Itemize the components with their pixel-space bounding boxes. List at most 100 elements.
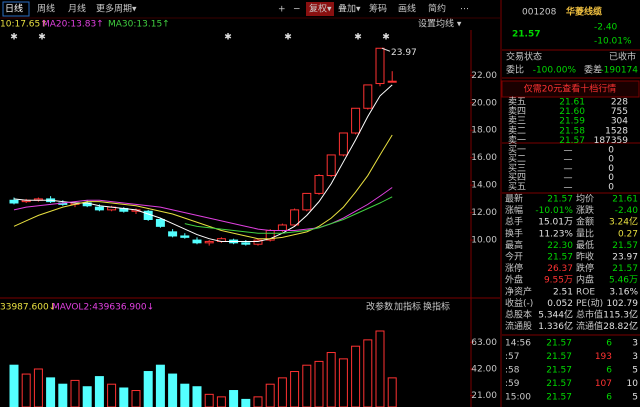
candle-body — [180, 235, 190, 238]
active-tab[interactable] — [2, 1, 30, 17]
tool-button[interactable]: 筹码 — [369, 3, 387, 15]
label: 6 — [606, 393, 612, 403]
candle-body — [314, 175, 324, 194]
label: 金额 — [576, 216, 594, 228]
active-tool[interactable] — [306, 2, 334, 16]
label: 21.57 — [546, 352, 572, 362]
y-tick-label: 18.00 — [471, 126, 497, 136]
period-tab[interactable]: 周线 — [37, 3, 55, 15]
period-tab[interactable]: 更多周期▾ — [96, 3, 137, 15]
label: 均价 — [576, 193, 594, 205]
volume-bar — [314, 360, 324, 407]
label: 755 — [611, 107, 628, 117]
change-pct: -10.01% — [594, 37, 632, 47]
label: 5.46万 — [609, 276, 638, 286]
volume-bar — [119, 387, 129, 407]
indicator-button[interactable]: 改参数 — [366, 301, 393, 313]
volume-bar — [168, 373, 178, 407]
ma-line — [184, 196, 393, 234]
volume-bar — [241, 398, 251, 407]
label: 5.344亿 — [538, 309, 573, 321]
label: 涨跌 — [576, 205, 594, 216]
label: 买四 — [508, 172, 526, 183]
volume-bar — [107, 383, 117, 407]
volume-bar — [375, 330, 385, 407]
label: 21.57 — [612, 264, 638, 274]
y-tick-label: 22.00 — [471, 71, 497, 81]
candle-body — [241, 242, 251, 245]
label: 流通值 — [576, 320, 603, 332]
indicator-button[interactable]: 换指标 — [423, 301, 450, 313]
label: 量比 — [576, 227, 594, 239]
marker: ✱ — [284, 33, 292, 43]
tool-button[interactable]: + — [278, 5, 286, 15]
label: 21.57 — [546, 366, 572, 376]
label: 107 — [595, 379, 612, 389]
label: 3 — [632, 352, 638, 362]
promo-box[interactable] — [501, 80, 640, 98]
tool-button[interactable]: 复权▾ — [309, 3, 332, 15]
label: 21.61 — [612, 195, 638, 205]
settings-button[interactable]: 设置均线 ▾ — [418, 18, 462, 30]
label: 21.57 — [546, 339, 572, 349]
label: 26.37 — [547, 264, 573, 274]
marker: ✱ — [224, 33, 232, 43]
volume-bar — [277, 377, 287, 407]
label: 外盘 — [505, 274, 523, 286]
volume-bar — [58, 383, 68, 407]
volume-bar — [192, 386, 202, 407]
period-tab[interactable]: 月线 — [68, 3, 86, 15]
label: 5 — [632, 393, 638, 403]
label: 卖四 — [508, 106, 526, 117]
tool-button[interactable]: 简约 — [428, 3, 446, 15]
label: 卖五 — [508, 97, 526, 108]
tool-button[interactable]: − — [293, 5, 301, 15]
label: 收益(-) — [505, 297, 533, 309]
label: 涨停 — [505, 262, 523, 274]
label: 最新 — [505, 193, 523, 205]
label: 0 — [608, 146, 614, 156]
label: 最低 — [576, 239, 594, 251]
tool-button[interactable]: ⋯ — [460, 5, 469, 15]
tool-button[interactable]: 叠加▾ — [338, 4, 361, 15]
period-tab[interactable]: 日线 — [5, 3, 23, 15]
label: 卖三 — [508, 116, 526, 127]
legend-entry: 10:17.65↑ — [0, 20, 48, 30]
label: 2.51 — [553, 287, 573, 297]
candle-body — [253, 239, 263, 245]
label: 卖一 — [508, 135, 526, 146]
volume-bar — [338, 358, 348, 407]
label: — — [564, 146, 573, 156]
label: 委比 — [506, 64, 524, 76]
volume-bar — [143, 371, 153, 407]
label: 涨幅 — [505, 204, 523, 216]
candle-body — [302, 192, 312, 211]
legend-entry: MA30:13.15↑ — [108, 20, 170, 30]
label: 3 — [632, 339, 638, 349]
label: 10 — [627, 379, 639, 389]
label: 0.052 — [547, 299, 573, 309]
volume-bar — [387, 377, 397, 407]
candle-body — [351, 107, 361, 134]
volume-bar — [253, 396, 263, 407]
label: 15.01万 — [538, 218, 573, 228]
label: :57 — [505, 352, 519, 362]
promo-link[interactable]: 仅需20元查看十档行情 — [524, 83, 616, 95]
label: 卖二 — [508, 125, 526, 136]
label: 23.97 — [612, 253, 638, 263]
label: -100.00% — [533, 66, 577, 76]
label: — — [564, 155, 573, 165]
label: 已收市 — [609, 51, 636, 63]
change: -2.40 — [594, 23, 618, 33]
label: 28.82亿 — [603, 320, 638, 332]
ma-line — [13, 134, 393, 240]
label: 21.57 — [546, 379, 572, 389]
y-tick-label: 42.00 — [471, 365, 497, 375]
marker: ✱ — [38, 33, 46, 43]
label: 6 — [606, 366, 612, 376]
label: 21.57 — [546, 393, 572, 403]
label: :59 — [505, 379, 520, 389]
tool-button[interactable]: 画线 — [398, 3, 416, 15]
indicator-button[interactable]: 加指标 — [394, 301, 421, 313]
